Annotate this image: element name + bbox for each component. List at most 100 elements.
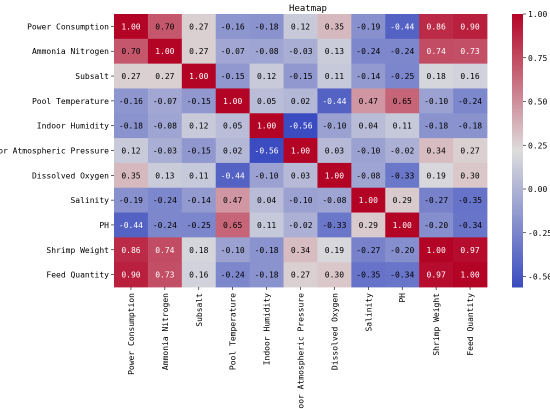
cell-value-label: -0.35 xyxy=(356,271,380,280)
cell-value-label: 0.27 xyxy=(460,147,479,156)
colorbar-segment xyxy=(512,202,523,206)
colorbar-segment xyxy=(512,266,523,270)
cell-value-label: 0.86 xyxy=(427,22,446,31)
colorbar-segment xyxy=(512,114,523,117)
cell-value-label: -0.19 xyxy=(119,196,143,205)
heatmap-cell xyxy=(453,212,488,238)
cell-value-label: 0.18 xyxy=(189,246,208,255)
cell-value-label: -0.24 xyxy=(356,47,380,56)
heatmap-cell xyxy=(453,138,488,164)
heatmap-cell xyxy=(215,38,251,65)
cell-value-label: 0.27 xyxy=(189,22,208,31)
colorbar-segment xyxy=(512,93,523,97)
cell-value-label: -0.44 xyxy=(322,97,346,106)
colorbar-segment xyxy=(512,84,523,88)
heatmap-cell xyxy=(249,262,284,288)
colorbar-segment xyxy=(512,180,523,183)
heatmap-cell xyxy=(114,262,149,288)
cell-value-label: 0.05 xyxy=(223,122,242,131)
heatmap-cell xyxy=(351,237,386,263)
cell-value-label: 0.05 xyxy=(257,97,276,106)
y-tick-label: Shrimp Weight xyxy=(46,246,109,255)
cell-value-label: 0.70 xyxy=(155,22,174,31)
heatmap-cell xyxy=(419,162,454,189)
colorbar-segment xyxy=(512,130,523,133)
colorbar-segment xyxy=(512,145,523,149)
cell-value-label: -0.10 xyxy=(356,147,380,156)
colorbar-segment xyxy=(512,29,523,33)
cell-value-label: -0.15 xyxy=(187,147,211,156)
heatmap-cell xyxy=(351,63,386,89)
y-tick-label: Dissolved Oxygen xyxy=(32,171,109,180)
colorbar-segment xyxy=(512,150,523,154)
x-tick-label: Shrimp Weight xyxy=(432,293,441,356)
colorbar-segment xyxy=(512,280,523,283)
colorbar-segment xyxy=(512,61,523,65)
heatmap-cell xyxy=(283,63,318,89)
y-tick-label: Indoor Atmospheric Pressure xyxy=(0,147,109,156)
colorbar-segment xyxy=(512,86,523,90)
cell-value-label: -0.18 xyxy=(255,246,279,255)
cell-value-label: -0.44 xyxy=(390,22,414,31)
cell-value-label: -0.08 xyxy=(255,47,279,56)
x-tick-label: Pool Temperature xyxy=(229,293,238,370)
cell-value-label: -0.56 xyxy=(255,147,279,156)
heatmap-cell xyxy=(419,237,454,263)
x-tick-label: Feed Quantity xyxy=(466,293,475,356)
heatmap-cell xyxy=(351,187,386,213)
colorbar-segment xyxy=(512,148,523,151)
heatmap-cell xyxy=(351,162,386,189)
cell-value-label: -0.33 xyxy=(390,171,414,180)
heatmap-cell xyxy=(181,38,217,65)
chart-title: Heatmap xyxy=(289,4,327,14)
colorbar-segment xyxy=(512,166,523,170)
heatmap-cell xyxy=(351,38,386,65)
y-tick-labels: Power Consumption Ammonia Nitrogen Subsalt… xyxy=(0,22,114,280)
cell-value-label: 0.97 xyxy=(460,246,479,255)
cell-value-label: -0.10 xyxy=(255,171,279,180)
heatmap-cell xyxy=(317,187,352,213)
heatmap-cell xyxy=(147,212,183,238)
heatmap-cell xyxy=(181,113,217,139)
x-tick-label: Indoor Humidity xyxy=(263,293,272,365)
colorbar-segment xyxy=(512,264,523,268)
colorbar-segment xyxy=(512,271,523,274)
heatmap-cell xyxy=(385,38,420,65)
colorbar-tick-label: 1.00 xyxy=(528,10,547,19)
colorbar-segment xyxy=(512,250,523,254)
colorbar-segment xyxy=(512,66,523,70)
cell-value-label: -0.27 xyxy=(356,246,380,255)
cell-value-label: -0.18 xyxy=(119,122,143,131)
cell-value-label: -0.16 xyxy=(119,97,143,106)
colorbar-segment xyxy=(512,234,523,238)
y-tick-label: Pool Temperature xyxy=(32,97,109,106)
colorbar-segment xyxy=(512,184,523,188)
heatmap-cell xyxy=(453,262,488,288)
heatmap-cell xyxy=(249,14,284,40)
cell-value-label: -0.35 xyxy=(458,196,482,205)
x-tick-label: Ammonia Nitrogen xyxy=(161,293,170,370)
heatmap-cell xyxy=(215,237,251,263)
heatmap-cell xyxy=(283,113,318,139)
colorbar-segment xyxy=(512,239,523,242)
colorbar-segment xyxy=(512,120,523,124)
heatmap-cell xyxy=(317,14,352,40)
heatmap-cell xyxy=(114,88,149,114)
cell-value-label: 0.19 xyxy=(325,246,344,255)
cell-value-label: 0.16 xyxy=(189,271,208,280)
colorbar-segment xyxy=(512,64,523,67)
heatmap-cell xyxy=(215,162,251,189)
heatmap-cell xyxy=(453,88,488,114)
colorbar-segment xyxy=(512,36,523,40)
heatmap-cell xyxy=(283,262,318,288)
heatmap-cell xyxy=(351,14,386,40)
colorbar-segment xyxy=(512,118,523,122)
heatmap-cell xyxy=(114,63,149,89)
heatmap-cell xyxy=(317,212,352,238)
colorbar-segment xyxy=(512,282,523,286)
cell-value-label: -0.03 xyxy=(153,147,177,156)
heatmap-cell xyxy=(283,237,318,263)
heatmap-cell xyxy=(114,113,149,139)
colorbar-segment xyxy=(512,246,523,249)
